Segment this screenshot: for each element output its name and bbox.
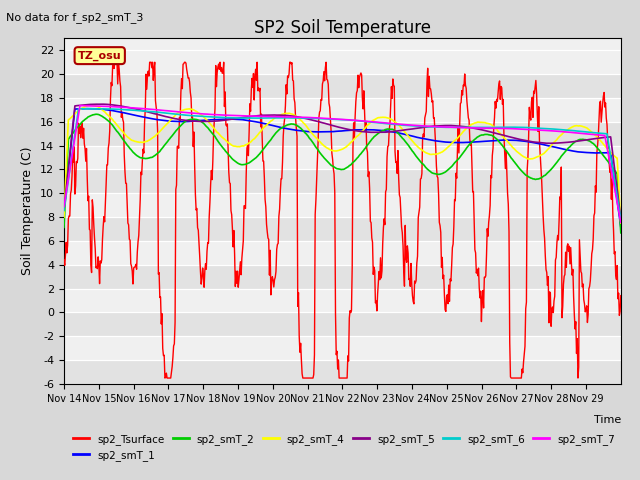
Bar [64, 217, 621, 241]
Legend: sp2_Tsurface, sp2_smT_1, sp2_smT_2, sp2_smT_4, sp2_smT_5, sp2_smT_6, sp2_smT_7: sp2_Tsurface, sp2_smT_1, sp2_smT_2, sp2_… [69, 430, 619, 465]
Text: TZ_osu: TZ_osu [78, 50, 122, 61]
Title: SP2 Soil Temperature: SP2 Soil Temperature [254, 19, 431, 37]
Bar [64, 122, 621, 145]
Bar [64, 312, 621, 336]
Bar [64, 74, 621, 98]
Bar [64, 265, 621, 288]
Bar [64, 169, 621, 193]
Text: No data for f_sp2_smT_3: No data for f_sp2_smT_3 [6, 12, 144, 23]
Text: Time: Time [593, 415, 621, 425]
Bar [64, 360, 621, 384]
Y-axis label: Soil Temperature (C): Soil Temperature (C) [22, 147, 35, 276]
